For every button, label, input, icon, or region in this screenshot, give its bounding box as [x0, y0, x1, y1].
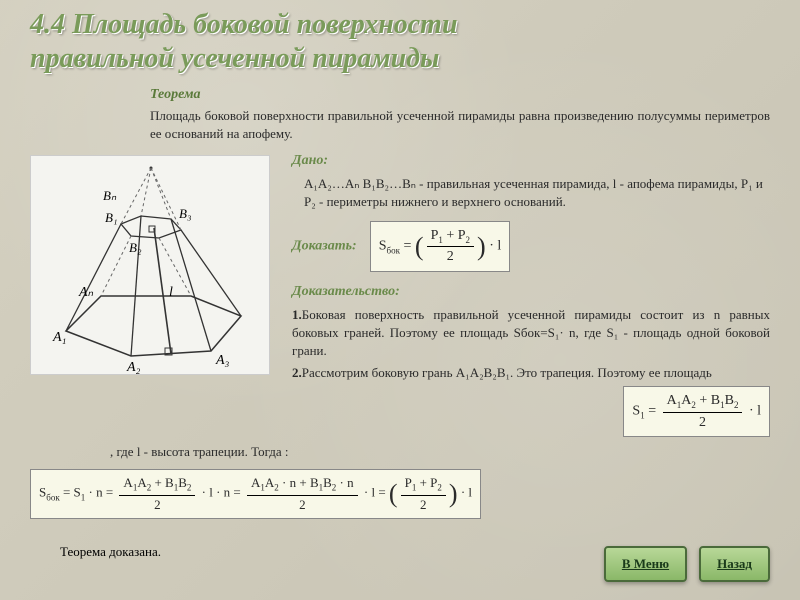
page-title: 4.4 Площадь боковой поверхности правильн…	[30, 8, 458, 75]
pyramid-diagram: l A₁ A₂ A₃ Aₙ B₁ B₂ B₃ Bₙ	[30, 155, 270, 375]
svg-text:A₁: A₁	[52, 330, 66, 345]
title-line2: правильной усеченной пирамиды	[30, 42, 458, 76]
content: Теорема Площадь боковой поверхности прав…	[0, 85, 800, 519]
svg-text:B₂: B₂	[129, 240, 142, 255]
svg-text:A₂: A₂	[126, 360, 141, 375]
proved-text: Теорема доказана.	[60, 544, 161, 560]
proof-step-2: 2.Рассмотрим боковую грань А₁А₂В₂В₁. Это…	[292, 364, 770, 382]
svg-text:Aₙ: Aₙ	[78, 285, 94, 300]
formula-main: Sбок = (P1 + P22) · l	[370, 221, 511, 272]
menu-button[interactable]: В Меню	[604, 546, 687, 582]
title-line1: 4.4 Площадь боковой поверхности	[30, 8, 458, 42]
formula-s1: S1 = A1A2 + B1B22 · l	[623, 386, 770, 437]
proof-step-1: 1.Боковая поверхность правильной усеченн…	[292, 306, 770, 361]
svg-text:B₁: B₁	[105, 210, 117, 225]
given-label: Дано:	[292, 153, 328, 168]
prove-label: Доказать:	[292, 238, 357, 253]
theorem-label: Теорема	[150, 87, 201, 102]
svg-text:B₃: B₃	[179, 206, 191, 221]
svg-text:A₃: A₃	[215, 353, 230, 368]
given-text: А₁А₂…Аₙ В₁В₂…Вₙ - правильная усеченная п…	[304, 175, 770, 211]
where-l: , где l - высота трапеции. Тогда :	[110, 443, 770, 461]
proof-label: Доказательство:	[292, 284, 400, 299]
nav-buttons: В Меню Назад	[604, 546, 770, 582]
theorem-text: Площадь боковой поверхности правильной у…	[150, 107, 770, 143]
back-button[interactable]: Назад	[699, 546, 770, 582]
apothem-label: l	[169, 285, 173, 300]
formula-chain: Sбок = S1 · n = A1A2 + B1B22 · l · n = A…	[30, 469, 481, 518]
svg-text:Bₙ: Bₙ	[103, 188, 117, 203]
